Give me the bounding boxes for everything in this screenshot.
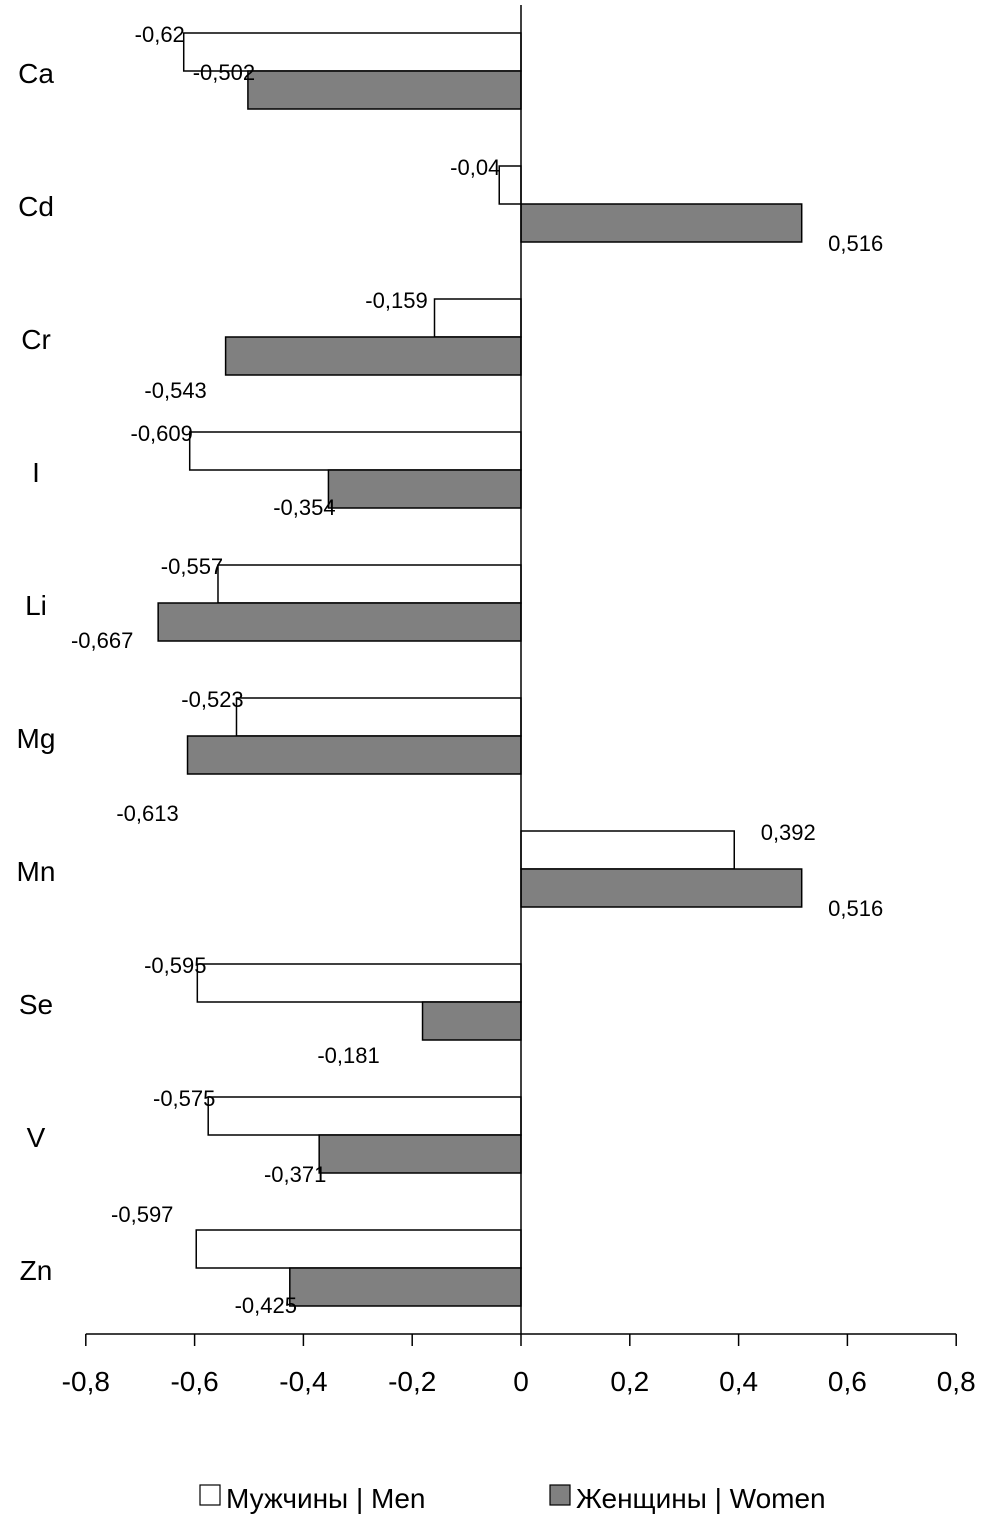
value-label-women-li: -0,667 [71, 628, 133, 653]
bar-men-ca [182, 32, 522, 72]
bar-men-cd [498, 165, 522, 205]
bar-men-i [188, 431, 522, 471]
bar-men-v [207, 1096, 522, 1136]
legend-label-men: Мужчины | Men [226, 1483, 426, 1514]
value-label-women-mg: -0,613 [116, 801, 178, 826]
value-label-women-se: -0,181 [317, 1043, 379, 1068]
category-labels: Ca Cd Cr I Li Mg Mn Se V Zn [17, 58, 56, 1286]
value-label-women-v: -0,371 [264, 1162, 326, 1187]
legend: Мужчины | Men Женщины | Women [199, 1483, 826, 1514]
bar-women-zn [289, 1267, 522, 1307]
value-label-women-cd: 0,516 [828, 231, 883, 256]
value-label-women-i: -0,354 [273, 495, 335, 520]
value-label-men-cr: -0,159 [365, 288, 427, 313]
category-label-cd: Cd [18, 191, 54, 222]
x-tick-label: -0,4 [279, 1366, 327, 1397]
x-tick-label: -0,8 [62, 1366, 110, 1397]
value-label-women-mn: 0,516 [828, 896, 883, 921]
bar-women-mn [520, 868, 803, 908]
x-axis: -0,8 -0,6 -0,4 -0,2 0 0,2 0,4 0,6 0,8 [62, 1333, 976, 1397]
bar-women-mg [186, 735, 522, 775]
bar-women-i [327, 469, 522, 509]
bars-layer [157, 32, 803, 1307]
legend-swatch-men [199, 1484, 221, 1506]
category-label-ca: Ca [18, 58, 54, 89]
x-tick-label: -0,2 [388, 1366, 436, 1397]
category-label-cr: Cr [21, 324, 51, 355]
bar-men-li [217, 564, 522, 604]
bar-women-cd [520, 203, 803, 243]
value-label-men-ca: -0,62 [135, 22, 185, 47]
x-tick-label: 0,4 [719, 1366, 758, 1397]
bar-men-se [196, 963, 522, 1003]
value-label-men-se: -0,595 [144, 953, 206, 978]
value-labels: -0,62 -0,502 -0,04 0,516 -0,159 -0,543 -0,609 -… [71, 22, 883, 1318]
value-label-men-mg: -0,523 [181, 687, 243, 712]
category-label-li: Li [25, 590, 47, 621]
category-label-v: V [27, 1122, 46, 1153]
bar-women-cr [224, 336, 522, 376]
value-label-women-zn: -0,425 [235, 1293, 297, 1318]
bar-men-zn [195, 1229, 522, 1269]
value-label-men-cd: -0,04 [450, 155, 500, 180]
value-label-men-li: -0,557 [161, 554, 223, 579]
legend-swatch-women [549, 1484, 571, 1506]
value-label-men-mn: 0,392 [761, 820, 816, 845]
category-label-mn: Mn [17, 856, 56, 887]
x-tick-label: 0,2 [610, 1366, 649, 1397]
x-tick-label: -0,6 [170, 1366, 218, 1397]
bar-women-se [421, 1001, 522, 1041]
category-label-zn: Zn [20, 1255, 53, 1286]
value-label-men-v: -0,575 [153, 1086, 215, 1111]
bar-men-cr [433, 298, 522, 338]
bar-men-mg [235, 697, 522, 737]
value-label-women-ca: -0,502 [193, 60, 255, 85]
x-tick-label: 0 [513, 1366, 529, 1397]
value-label-men-i: -0,609 [131, 421, 193, 446]
bar-women-v [318, 1134, 522, 1174]
category-label-mg: Mg [17, 723, 56, 754]
category-label-se: Se [19, 989, 53, 1020]
bar-women-li [157, 602, 522, 642]
value-label-men-zn: -0,597 [111, 1202, 173, 1227]
category-label-i: I [32, 457, 40, 488]
value-label-women-cr: -0,543 [144, 378, 206, 403]
x-tick-label: 0,8 [937, 1366, 976, 1397]
bar-men-mn [520, 830, 735, 870]
legend-label-women: Женщины | Women [576, 1483, 826, 1514]
x-tick-label: 0,6 [828, 1366, 867, 1397]
bar-women-ca [247, 70, 522, 110]
